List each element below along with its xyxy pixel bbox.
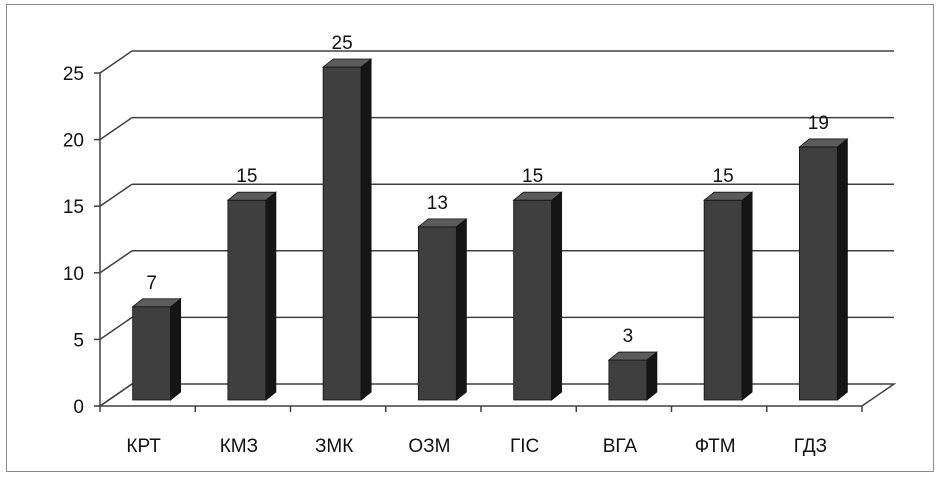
chart-floor bbox=[97, 383, 897, 407]
gridlines bbox=[97, 50, 897, 407]
bar-front bbox=[322, 66, 362, 401]
bars bbox=[131, 58, 849, 401]
bar bbox=[321, 58, 373, 401]
bar-side bbox=[360, 58, 372, 401]
gridline-slant bbox=[99, 116, 133, 141]
bar-front bbox=[417, 226, 457, 401]
bar-top bbox=[512, 191, 563, 201]
gridline-slant bbox=[99, 250, 133, 274]
bar-front bbox=[798, 146, 838, 401]
bar-front bbox=[132, 306, 172, 401]
gridline-slant bbox=[99, 50, 133, 74]
bar-side bbox=[455, 218, 467, 401]
bar-top bbox=[417, 218, 468, 228]
bar-top bbox=[702, 191, 754, 201]
y-tick-label: 15 bbox=[63, 197, 84, 218]
bar bbox=[607, 351, 659, 401]
bar-top bbox=[798, 138, 849, 148]
bar-front bbox=[227, 199, 267, 401]
bar-top bbox=[607, 351, 659, 361]
x-category-label: ГІС bbox=[510, 436, 539, 457]
bar-side bbox=[836, 138, 848, 401]
bar bbox=[131, 297, 182, 401]
gridline-slant bbox=[99, 316, 133, 341]
bar-top bbox=[131, 298, 182, 308]
x-category-label: ФТМ bbox=[695, 436, 736, 457]
bar-side bbox=[551, 191, 563, 401]
bar-side bbox=[265, 191, 277, 401]
bar-value-label: 15 bbox=[236, 166, 257, 187]
bar-side bbox=[741, 191, 753, 401]
bar bbox=[798, 138, 849, 401]
axes bbox=[94, 72, 863, 412]
x-category-label: ВГА bbox=[603, 436, 638, 457]
bar bbox=[417, 218, 468, 401]
y-axis-ticks: 0 5 10 15 20 25 bbox=[63, 64, 84, 418]
bar-top bbox=[321, 58, 373, 68]
bar-value-label: 15 bbox=[713, 166, 734, 187]
x-category-label: КМЗ bbox=[220, 436, 258, 457]
bar-value-label: 7 bbox=[146, 273, 157, 294]
x-category-label: ГДЗ bbox=[794, 436, 827, 457]
bar-value-label: 13 bbox=[427, 193, 448, 214]
bar bbox=[702, 191, 754, 401]
data-labels: 7 15 25 13 15 3 15 19 bbox=[146, 33, 829, 347]
bar-value-label: 3 bbox=[623, 326, 634, 347]
bar-front bbox=[608, 359, 648, 401]
x-category-label: КРТ bbox=[126, 436, 161, 457]
bar-value-label: 15 bbox=[522, 166, 543, 187]
gridline-slant bbox=[99, 183, 133, 207]
bar-front bbox=[513, 199, 553, 401]
bar-front bbox=[703, 199, 743, 401]
y-tick-label: 10 bbox=[63, 264, 84, 285]
x-axis-categories: КРТ КМЗ ЗМК ОЗМ ГІС ВГА ФТМ ГДЗ bbox=[126, 436, 827, 457]
x-category-label: ЗМК bbox=[315, 436, 353, 457]
bar-value-label: 19 bbox=[808, 113, 829, 134]
bar-top bbox=[226, 191, 278, 201]
y-tick-label: 5 bbox=[73, 330, 84, 351]
bar-value-label: 25 bbox=[332, 33, 353, 54]
y-tick-label: 0 bbox=[73, 397, 84, 418]
bar-side bbox=[170, 297, 182, 401]
x-category-label: ОЗМ bbox=[408, 436, 450, 457]
y-tick-label: 20 bbox=[63, 131, 84, 152]
bar bbox=[226, 191, 278, 401]
y-tick-label: 25 bbox=[63, 64, 84, 85]
bar bbox=[512, 191, 563, 401]
